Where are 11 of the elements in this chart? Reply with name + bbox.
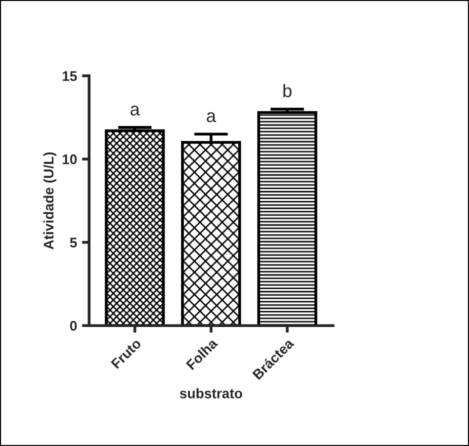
y-tick-label: 0 xyxy=(70,320,77,331)
y-axis-title: Atividade (U/L) xyxy=(43,152,56,250)
annotation: a xyxy=(130,106,140,116)
y-tick-label: 5 xyxy=(70,238,77,248)
annotation: b xyxy=(283,84,292,98)
y-tick-label: 15 xyxy=(62,71,77,81)
bar xyxy=(104,129,165,326)
bar xyxy=(257,111,318,326)
x-axis-title: substrato xyxy=(180,388,242,398)
annotation: a xyxy=(206,112,216,122)
y-tick-label: 10 xyxy=(62,154,77,164)
